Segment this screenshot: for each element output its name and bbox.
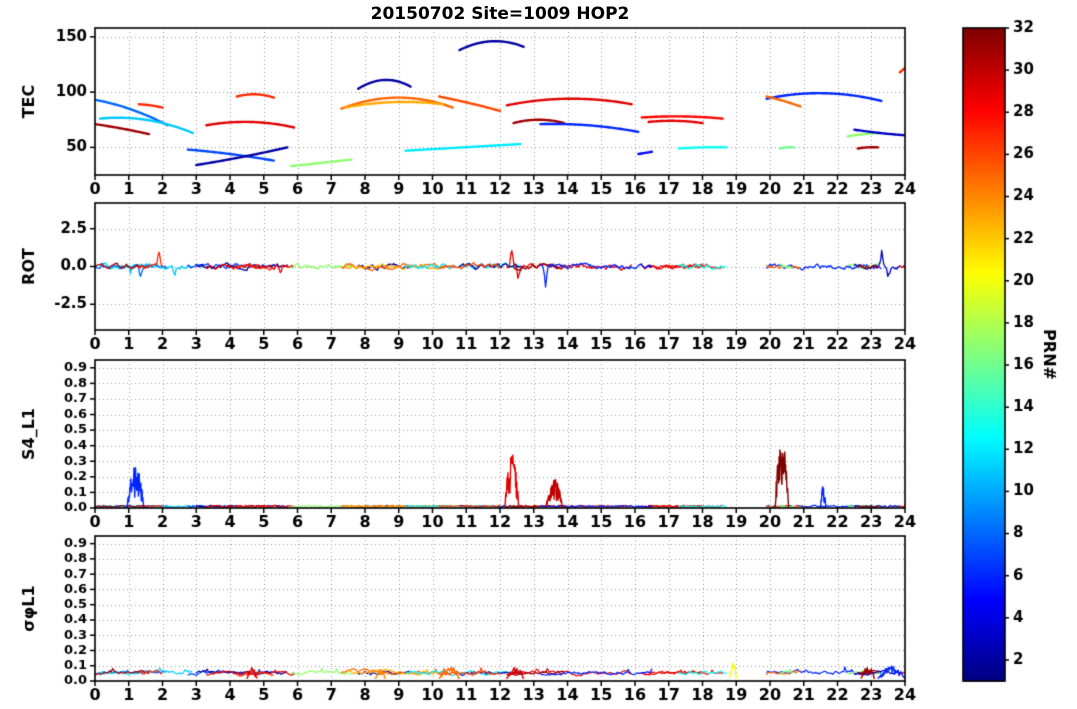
chart-title: 20150702 Site=1009 HOP2 <box>370 4 630 24</box>
